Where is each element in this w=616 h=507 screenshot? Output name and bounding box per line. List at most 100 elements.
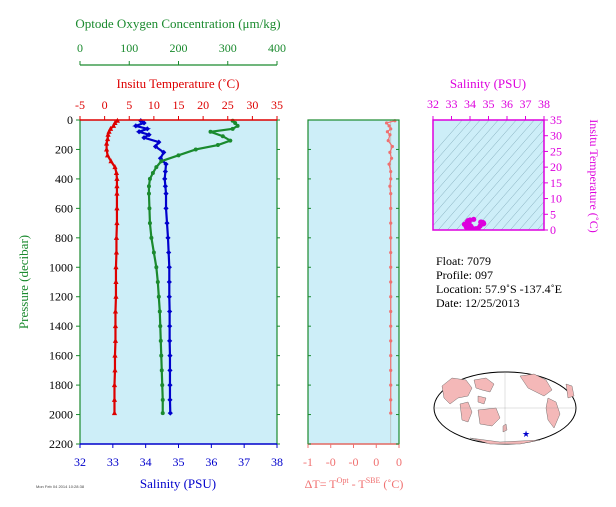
ts-y-tick-label: 10 — [550, 192, 562, 206]
salinity-data-point — [163, 191, 169, 197]
ts-y-tick-label: 25 — [550, 144, 562, 158]
temperature-data-point — [103, 146, 110, 152]
main-plot-area — [80, 120, 277, 444]
pressure-tick-label: 1600 — [49, 349, 73, 363]
temperature-data-point — [112, 164, 118, 170]
delta-t-point — [389, 411, 393, 415]
salinity-data-point — [165, 235, 171, 241]
temperature-data-point — [113, 234, 120, 240]
temperature-data-point — [114, 220, 120, 226]
delta-tick-label: 0 — [396, 455, 402, 469]
temperature-tick-label: 35 — [271, 98, 283, 112]
ts-y-tick-label: 30 — [550, 129, 562, 143]
ts-ylabel: Insitu Temperature (˚C) — [587, 119, 601, 233]
salinity-data-point — [167, 410, 173, 416]
salinity-axis-label: Salinity (PSU) — [140, 476, 216, 491]
oxygen-data-point — [156, 294, 161, 299]
temperature-data-point — [111, 382, 118, 388]
delta-t-point — [388, 133, 392, 137]
pressure-tick-label: 1800 — [49, 378, 73, 392]
oxygen-tick-label: 200 — [170, 41, 188, 55]
salinity-data-point — [167, 367, 173, 373]
float-id: Float: 7079 — [436, 254, 492, 268]
temperature-tick-label: 0 — [102, 98, 108, 112]
main-tick-layer: 0200400600800100012001400160018002000220… — [49, 41, 286, 469]
salinity-data-point — [166, 279, 172, 285]
profile-number: Profile: 097 — [436, 268, 493, 282]
oxygen-data-point — [233, 120, 238, 125]
delta-t-point — [389, 192, 393, 196]
temperature-data-point — [103, 140, 110, 146]
date: Date: 12/25/2013 — [436, 296, 520, 310]
delta-t-point — [389, 127, 393, 131]
oxygen-data-point — [147, 206, 152, 211]
salinity-data-point — [164, 220, 170, 226]
main-series-layer — [103, 117, 240, 416]
salinity-data-point — [167, 353, 173, 359]
salinity-data-point — [167, 308, 173, 315]
world-map: ★ — [433, 371, 577, 445]
ts-density-contour — [509, 190, 544, 230]
temperature-data-point — [113, 264, 119, 270]
ts-x-tick-label: 35 — [483, 97, 495, 111]
ts-density-contour — [527, 211, 544, 230]
salinity-data-point — [136, 129, 142, 135]
delta-t-point — [388, 150, 392, 154]
oxygen-tick-label: 100 — [120, 41, 138, 55]
salinity-tick-label: 32 — [74, 455, 86, 469]
delta-t-point — [389, 383, 393, 387]
oxygen-tick-label: 0 — [77, 41, 83, 55]
pressure-tick-label: 1200 — [49, 290, 73, 304]
temperature-data-point — [114, 190, 120, 196]
ts-data-point — [481, 221, 487, 227]
ts-density-contour — [433, 120, 490, 185]
delta-tick-label: -1 — [303, 455, 313, 469]
oxygen-data-point — [147, 221, 152, 226]
salinity-data-point — [166, 264, 172, 270]
temperature-data-point — [112, 352, 118, 358]
pressure-tick-label: 600 — [55, 201, 73, 215]
delta-axis-label: ΔT= TOpt - TSBE (˚C) — [305, 476, 404, 491]
oxygen-data-point — [160, 411, 165, 416]
footer-stamp: Mon Feb 04 2014 10:28:38 — [36, 484, 85, 489]
oxygen-data-point — [160, 397, 165, 402]
ts-points-layer — [461, 216, 487, 230]
ts-x-tick-label: 32 — [427, 97, 439, 111]
ts-density-contour — [433, 120, 517, 216]
salinity-data-point — [162, 183, 168, 189]
temperature-data-point — [104, 136, 111, 142]
ts-density-contour — [433, 120, 499, 196]
temperature-data-point — [113, 170, 120, 176]
salinity-tick-label: 38 — [271, 455, 283, 469]
delta-t-point — [389, 339, 393, 343]
temperature-data-point — [112, 323, 119, 329]
oxygen-data-point — [150, 171, 155, 176]
pressure-tick-label: 1400 — [49, 319, 73, 333]
salinity-data-point — [166, 249, 172, 256]
main-panel: 0200400600800100012001400160018002000220… — [16, 16, 286, 491]
ts-title: Salinity (PSU) — [450, 76, 526, 91]
salinity-data-point — [162, 176, 168, 182]
delta-t-point — [387, 162, 391, 166]
salinity-data-point — [162, 168, 168, 175]
pressure-tick-label: 200 — [55, 142, 73, 156]
salinity-data-point — [152, 143, 159, 150]
delta-t-point — [386, 139, 390, 143]
pressure-tick-label: 800 — [55, 231, 73, 245]
temperature-tick-label: -5 — [75, 98, 85, 112]
oxygen-data-point — [193, 147, 198, 152]
float-location-marker: ★ — [522, 429, 530, 439]
pressure-tick-label: 2200 — [49, 437, 73, 451]
ts-x-tick-label: 36 — [501, 97, 513, 111]
salinity-data-point — [167, 382, 173, 388]
oxygen-data-point — [146, 191, 151, 196]
ts-x-tick-label: 34 — [464, 97, 476, 111]
temperature-data-point — [104, 152, 111, 158]
oxygen-data-point — [159, 159, 164, 164]
delta-t-panel: -1 -0 -0 0 0 ΔT= TOpt - TSBE (˚C) — [303, 119, 403, 491]
pressure-axis-label: Pressure (decibar) — [16, 235, 31, 329]
delta-t-point — [389, 250, 393, 255]
delta-tick-layer: -1 -0 -0 0 0 — [303, 119, 402, 469]
map-land — [441, 373, 575, 445]
salinity-data-point — [156, 139, 162, 145]
